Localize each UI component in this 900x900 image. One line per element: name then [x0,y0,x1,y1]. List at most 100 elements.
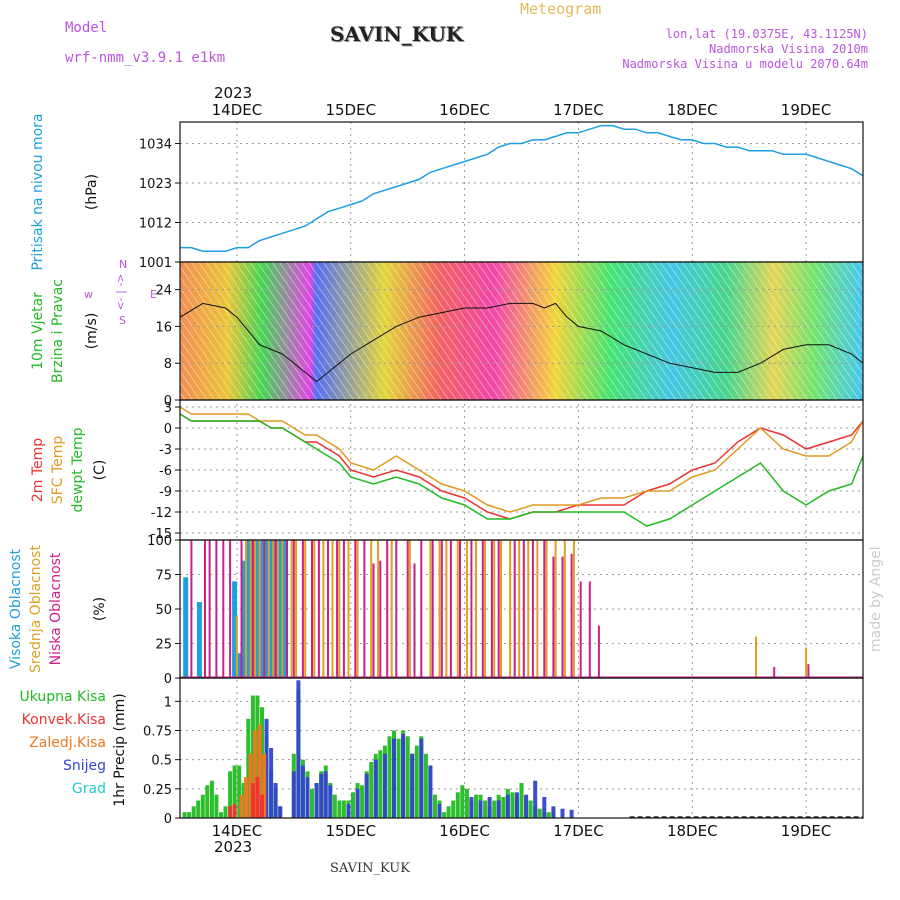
precip-bar-1 [269,748,274,818]
precip-bar-1 [551,806,556,818]
cloud-bar-1 [518,540,521,678]
y-tick-label: 0 [164,394,172,409]
pressure-line [180,124,864,252]
cloud-bar-0 [259,540,265,678]
wind-compass-arrow: <- | -> [114,273,127,310]
precip-bar-2 [248,753,253,818]
cloud-bar-1 [484,540,487,678]
precip-bar-0 [474,794,478,818]
precip-bar-1 [524,794,529,818]
cloud-bar-2 [431,540,434,678]
cloud-bar-1 [408,540,411,678]
top-day-label: 16DEC [439,101,490,119]
temp-unit: (C) [92,460,108,481]
precip-bar-1 [514,792,519,818]
y-tick-label: 25 [155,638,172,653]
temp-line-1 [179,406,864,513]
precip-bar-1 [392,738,396,818]
top-day-label: 19DEC [781,101,832,119]
cloud-bar-1 [563,540,566,678]
cloud-ylabel-mid: Srednja Oblacnost [28,545,44,673]
model-value: wrf-nmm_v3.9.1 e1km [65,50,226,66]
temp-line-0 [179,413,864,520]
precip-bar-0 [246,718,251,818]
precip-bar-0 [332,794,337,818]
cloud-bar-2 [597,625,600,678]
y-tick-label: -6 [159,464,172,479]
cloud-bar-1 [390,540,393,678]
cloud-bar-2 [413,563,416,678]
watermark: made by Angel [868,546,884,652]
wind-barb-hatch [180,262,863,400]
model-label: Model [65,20,108,36]
panel-frame-precip [179,677,864,819]
y-tick-label: 1023 [139,177,172,192]
cloud-bar-1 [509,540,512,678]
cloud-bar-1 [322,540,325,678]
y-tick-label: -15 [151,527,172,542]
altitude-text: Nadmorska Visina 2010m [709,42,868,56]
precip-bar-1 [505,794,510,818]
precip-bar-0 [519,783,524,818]
cloud-bar-1 [304,540,307,678]
cloud-bar-2 [263,540,266,678]
precip-bar-0 [209,780,214,818]
cloud-bar-1 [572,540,575,678]
cloud-bar-1 [276,540,279,678]
precip-bar-0 [537,808,542,818]
cloud-bar-1 [356,540,359,678]
cloud-bar-1 [245,540,247,678]
precip-bar-1 [346,804,351,818]
cloud-bar-2 [406,540,409,678]
y-tick-label: 0.25 [143,783,172,798]
cloud-bar-1 [235,615,238,678]
footer-station: SAVIN_KUK [330,861,410,876]
precip-bar-0 [214,794,219,818]
precip-bar-0 [351,792,355,818]
precip-bar-0 [528,800,533,818]
precip-axis-label: 1hr Precip (mm) [112,693,128,806]
cloud-bar-2 [543,540,546,678]
cloud-bar-2 [440,540,443,678]
cloud-bar-0 [183,577,189,678]
y-tick-label: 0 [164,672,172,687]
cloud-bar-1 [438,540,441,678]
cloud-bar-2 [459,540,461,678]
cloud-bar-1 [755,636,757,678]
wind-speed-line [179,302,864,383]
precip-bar-0 [241,783,246,818]
wind-compass-s: S [119,314,126,327]
precip-bar-2 [253,730,258,818]
precip-bar-0 [223,806,228,818]
precip-bar-0 [492,800,497,818]
precip-bar-1 [542,797,547,818]
cloud-bar-1 [429,540,432,678]
y-tick-label: -9 [159,485,172,500]
cloud-bar-2 [372,563,375,678]
precip-bar-0 [250,695,255,818]
bottom-day-label: 17DEC [553,822,604,840]
precip-bar-0 [442,812,447,818]
cloud-bar-1 [281,540,284,678]
precip-bar-0 [200,794,205,818]
cloud-bar-2 [497,540,500,678]
precip-bar-1 [264,718,269,818]
cloud-bar-1 [347,540,350,678]
cloud-bar-2 [251,540,254,678]
y-tick-label: -3 [159,443,172,458]
y-tick-label: 1 [164,695,172,710]
cloud-bar-2 [449,540,452,678]
cloud-bar-2 [420,540,423,678]
cloud-bar-1 [290,540,293,678]
precip-bar-1 [364,773,369,818]
cloud-bar-1 [500,540,502,678]
precip-bar-0 [310,788,314,818]
precip-bar-1 [496,800,501,818]
top-day-label: 15DEC [325,101,376,119]
cloud-bar-2 [522,540,525,678]
y-tick-label: 50 [155,603,172,618]
cloud-bar-2 [531,540,534,678]
cloud-bar-1 [313,540,316,678]
precip-bar-0 [464,788,469,818]
precip-bar-1 [560,808,565,818]
